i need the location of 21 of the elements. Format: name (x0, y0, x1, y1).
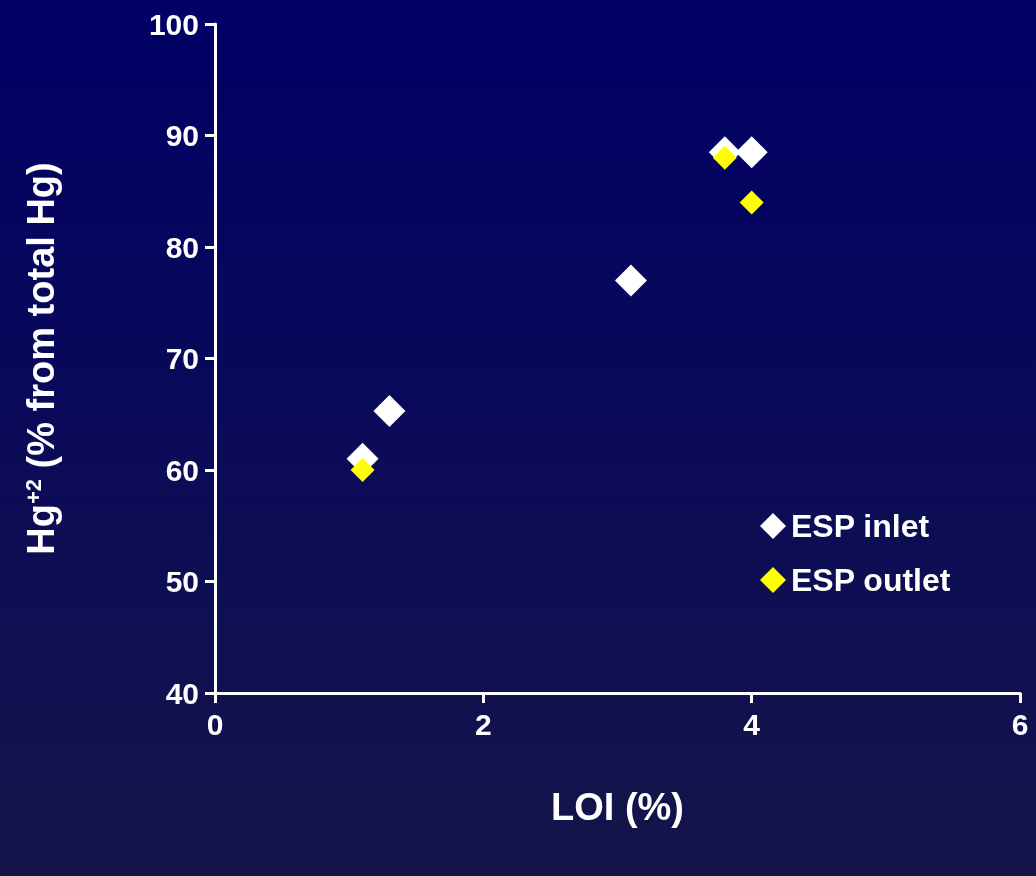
legend-label: ESP inlet (790, 508, 930, 544)
x-axis-title: LOI (%) (551, 786, 684, 828)
point (739, 190, 764, 215)
y-tick-label: 100 (148, 7, 199, 41)
point (735, 136, 768, 169)
point (712, 145, 737, 170)
y-axis-title: Hg+2 (% from total Hg) (20, 162, 62, 555)
y-tick-label: 70 (165, 342, 199, 375)
y-tick-label: 80 (165, 230, 199, 264)
legend-label: ESP outlet (790, 562, 951, 598)
x-tick-label: 6 (1011, 707, 1029, 741)
x-tick-label: 4 (743, 707, 761, 741)
y-tick-label: 40 (165, 676, 199, 710)
y-tick-label: 90 (165, 119, 199, 152)
x-tick-label: 2 (474, 707, 492, 741)
x-tick-label: 0 (206, 707, 224, 741)
point (614, 264, 647, 297)
point (350, 458, 375, 482)
y-tick-label: 50 (165, 565, 199, 598)
y-tick-label: 60 (165, 453, 199, 487)
point (373, 394, 406, 427)
